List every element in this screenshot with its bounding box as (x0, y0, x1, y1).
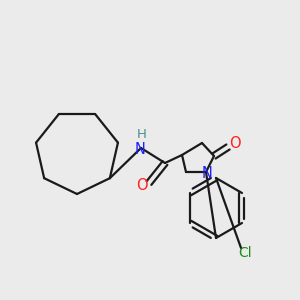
Text: H: H (137, 128, 147, 142)
Text: N: N (202, 167, 212, 182)
Text: N: N (135, 142, 146, 157)
Text: Cl: Cl (238, 246, 252, 260)
Text: O: O (229, 136, 241, 152)
Text: O: O (136, 178, 148, 194)
